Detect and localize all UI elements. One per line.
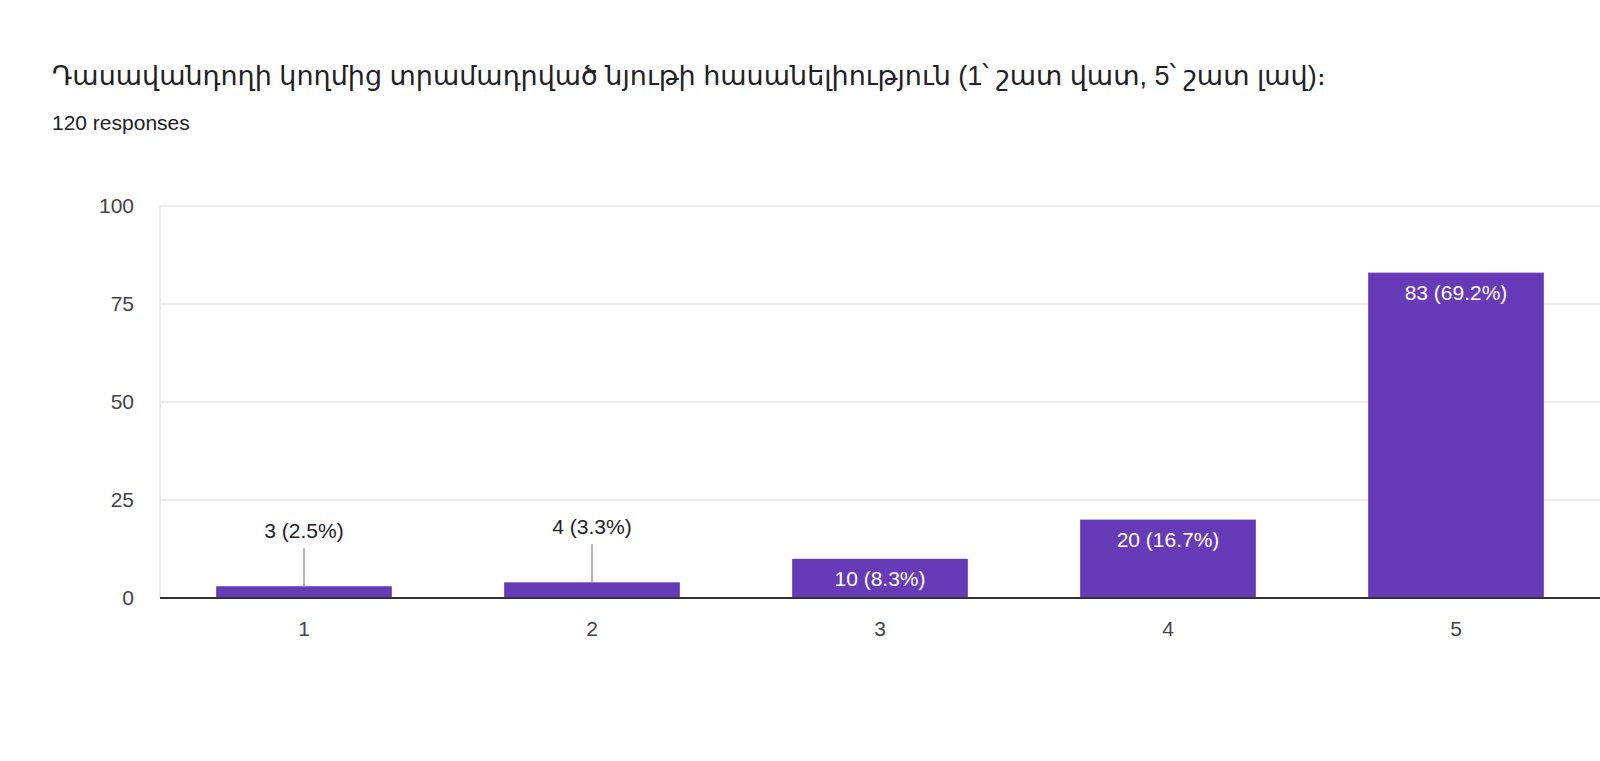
bar — [504, 582, 680, 598]
x-tick-label: 1 — [298, 617, 310, 640]
bar — [216, 586, 392, 598]
y-tick-label: 100 — [99, 194, 134, 217]
label-leader — [591, 544, 593, 582]
subtitle: 120 responses — [52, 111, 190, 134]
data-label: 3 (2.5%) — [264, 519, 343, 542]
data-label: 10 (8.3%) — [834, 567, 925, 590]
data-labels: 3 (2.5%) 4 (3.3%) 10 (8.3%) 20 (16.7%) 83 (6… — [264, 281, 1507, 590]
bar — [792, 559, 968, 598]
label-leader — [303, 548, 305, 586]
title: Դասավանդողի կողմից տրամադրված նյութի հաս… — [52, 61, 1326, 91]
x-tick-label: 3 — [874, 617, 886, 640]
bars — [216, 273, 1544, 598]
bar — [1080, 520, 1256, 598]
data-label: 4 (3.3%) — [552, 515, 631, 538]
y-tick-label: 0 — [122, 586, 134, 609]
bar — [1368, 273, 1544, 598]
data-label: 83 (69.2%) — [1405, 281, 1508, 304]
x-axis-line — [160, 597, 1600, 599]
y-tick-label: 75 — [111, 292, 134, 315]
y-axis-line — [159, 206, 161, 598]
grid-line — [160, 205, 1600, 207]
grid-line — [160, 597, 1600, 599]
chart: Դասավանդողի կողմից տրամադրված նյութի հաս… — [0, 0, 1600, 761]
y-tick-label: 50 — [111, 390, 134, 413]
x-tick-label: 2 — [586, 617, 598, 640]
data-label: 20 (16.7%) — [1117, 528, 1220, 551]
x-tick-label: 4 — [1162, 617, 1174, 640]
x-tick-label: 5 — [1450, 617, 1462, 640]
y-tick-label: 25 — [111, 488, 134, 511]
